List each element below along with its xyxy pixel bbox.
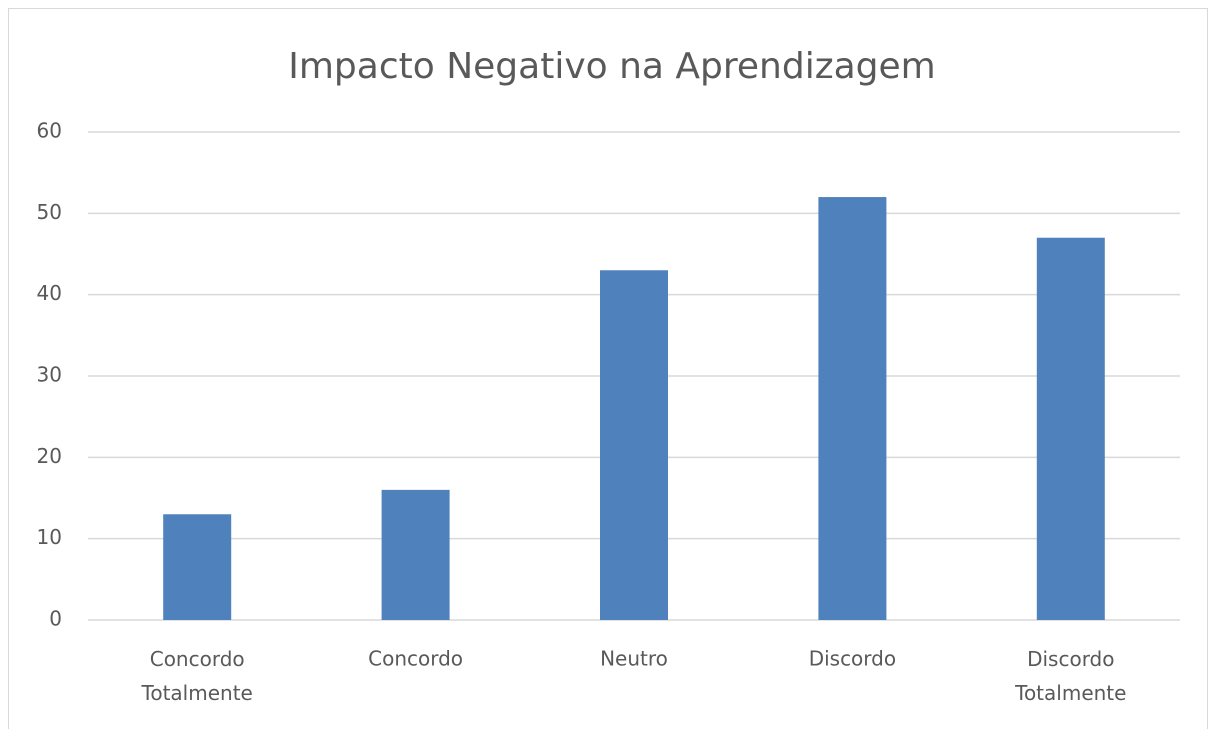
y-tick-label: 40 (37, 281, 62, 305)
y-tick-label: 50 (37, 200, 62, 224)
bar (818, 197, 887, 621)
y-tick-label: 20 (37, 444, 62, 468)
bar (163, 514, 232, 620)
x-tick-label: Discordo Totalmente (1014, 647, 1126, 705)
x-tick-label: Concordo (368, 647, 463, 671)
bar (600, 270, 668, 620)
x-tick-label: Discordo (809, 647, 896, 671)
y-tick-label: 0 (49, 607, 62, 631)
x-tick-label: Concordo Totalmente (141, 647, 253, 705)
y-tick-label: 60 (37, 119, 62, 143)
bar (381, 489, 450, 620)
y-tick-label: 10 (37, 525, 62, 549)
y-tick-label: 30 (37, 363, 62, 387)
x-tick-label: Neutro (600, 647, 668, 671)
chart-title: Impacto Negativo na Aprendizagem (288, 46, 936, 87)
bar (1036, 237, 1105, 620)
